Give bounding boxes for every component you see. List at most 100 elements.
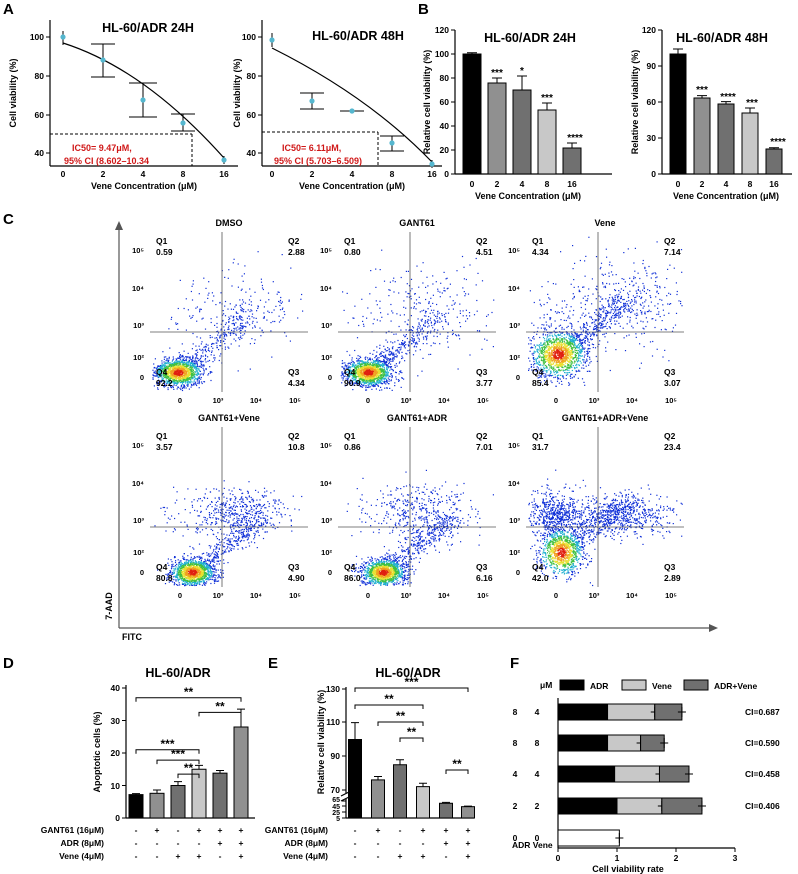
flow-event-dot [176,380,178,382]
flow-event-dot [558,342,561,344]
flow-event-dot [172,371,174,373]
flow-event-dot [427,308,429,310]
flow-event-dot [167,374,169,376]
flow-event-dot [542,363,544,365]
flow-event-dot [233,332,235,334]
flow-event-dot [555,338,557,340]
flow-event-dot [187,309,189,311]
flow-event-dot [387,375,389,377]
flow-event-dot [573,357,575,359]
flow-event-dot [456,335,458,337]
flow-event-dot [157,382,159,384]
flow-event-dot [385,356,387,358]
flow-event-dot [561,344,563,346]
flow-event-dot [584,351,586,353]
flow-event-dot [179,363,181,365]
flow-event-dot [181,380,184,382]
chart-b2-sig: *** [696,85,708,96]
flow-event-dot [190,358,192,361]
flow-event-dot [241,326,243,328]
flow-event-dot [191,316,193,318]
flow-event-dot [534,347,536,349]
flow-event-dot [201,341,203,343]
flow-event-dot [554,355,556,357]
flow-event-dot [239,299,241,301]
flow-event-dot [430,322,432,324]
flow-event-dot [285,335,287,337]
flow-event-dot [156,382,158,384]
flow-event-dot [368,364,370,366]
flow-event-dot [579,326,581,328]
flow-event-dot [476,299,478,302]
flow-event-dot [379,377,381,379]
flow-event-dot [164,367,166,369]
flow-event-dot [217,340,219,342]
flow-event-dot [543,314,545,316]
flow-event-dot [245,326,247,328]
flow-event-dot [407,324,409,326]
flow-event-dot [202,374,204,376]
flow-event-dot [548,375,550,377]
flow-event-dot [544,352,546,354]
flow-event-dot [387,374,389,376]
flow-event-dot [447,335,449,337]
flow-event-dot [377,379,379,382]
flow-event-dot [400,329,402,331]
flow-event-dot [555,327,557,329]
flow-event-dot [179,373,181,375]
flow-event-dot [564,359,566,361]
flow-event-dot [556,343,558,345]
flow-event-dot [185,356,187,358]
flow-event-dot [182,366,184,368]
flow-event-dot [271,311,273,314]
flow-event-dot [343,309,345,311]
flow-event-dot [391,310,393,312]
flow-event-dot [569,365,571,367]
flow-event-dot [352,369,354,371]
flow-event-dot [571,334,573,336]
flow-event-dot [410,331,412,334]
flow-event-dot [408,342,410,344]
flow-event-dot [176,370,178,372]
flow-event-dot [364,373,366,375]
flow-event-dot [485,325,487,327]
chart-b1-errorbar [567,142,577,148]
flow-event-dot [545,351,548,354]
flow-event-dot [400,386,402,388]
flow-event-dot [192,280,194,282]
flow-event-dot [383,369,385,371]
flow-event-dot [375,388,377,390]
flow-event-dot [540,342,542,344]
flow-event-dot [372,367,374,369]
flow-event-dot [373,369,375,371]
flow-event-dot [196,357,198,359]
flow-event-dot [393,355,396,357]
flow-event-dot [372,378,374,380]
flow-event-dot [196,364,198,366]
flow-event-dot [354,367,357,369]
flow-event-dot [373,385,375,388]
flow-event-dot [552,338,554,340]
flow-event-dot [556,366,558,368]
flow-event-dot [395,350,397,352]
chart-a1-ytick-label: 80 [35,71,45,81]
flow-event-dot [183,377,185,379]
flow-event-dot [376,375,379,377]
flow-event-dot [381,355,383,357]
flow-event-dot [384,355,386,357]
flow-event-dot [432,312,434,314]
flow-event-dot [573,336,575,338]
flow-event-dot [183,379,185,381]
flow-event-dot [371,382,373,384]
flow-event-dot [561,358,563,360]
flow-event-dot [561,375,563,377]
flow-event-dot [420,270,422,272]
flow-event-dot [549,354,551,356]
flow-event-dot [166,381,168,383]
flow-event-dot [435,321,437,323]
flow-event-dot [265,301,267,303]
flow-event-dot [418,338,420,340]
flow-event-dot [368,385,370,387]
flow-event-dot [185,359,187,361]
flow-event-dot [568,382,570,384]
